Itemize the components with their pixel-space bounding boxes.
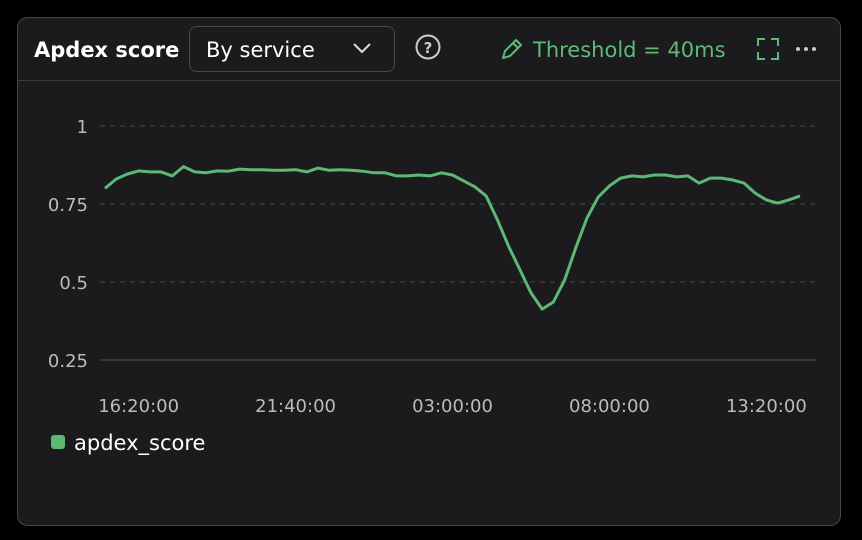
dot[interactable] <box>796 47 800 51</box>
y-tick-label: 1 <box>77 117 88 138</box>
dot[interactable] <box>804 47 808 51</box>
card <box>17 17 841 526</box>
threshold-label[interactable]: Threshold = 40ms <box>532 38 726 62</box>
legend-label: apdex_score <box>74 431 205 456</box>
x-tick-label: 13:20:00 <box>726 396 807 417</box>
more-icon[interactable] <box>796 47 816 51</box>
legend-swatch <box>51 435 65 449</box>
line <box>104 165 801 311</box>
dropdown-box[interactable] <box>189 26 395 72</box>
dropdown[interactable]: By service <box>189 26 395 72</box>
widget-title: Apdex score <box>34 38 179 62</box>
dot[interactable] <box>812 47 816 51</box>
expand-icon[interactable] <box>757 38 779 60</box>
help-mark[interactable]: ? <box>424 39 433 57</box>
help-circle[interactable] <box>415 34 441 60</box>
x-tick-label: 03:00:00 <box>412 396 493 417</box>
help-icon[interactable]: ? <box>415 34 441 60</box>
y-tick-label: 0.5 <box>59 273 88 294</box>
x-tick-label: 08:00:00 <box>569 396 650 417</box>
threshold[interactable]: Threshold = 40ms <box>502 38 726 62</box>
dropdown-label[interactable]: By service <box>206 38 315 62</box>
pencil-icon[interactable] <box>502 39 522 59</box>
chevron[interactable] <box>353 43 371 54</box>
y-tick-label: 0.25 <box>48 351 88 372</box>
x-tick-label: 21:40:00 <box>255 396 336 417</box>
x-tick-label: 16:20:00 <box>98 396 179 417</box>
y-tick-label: 0.75 <box>48 195 88 216</box>
